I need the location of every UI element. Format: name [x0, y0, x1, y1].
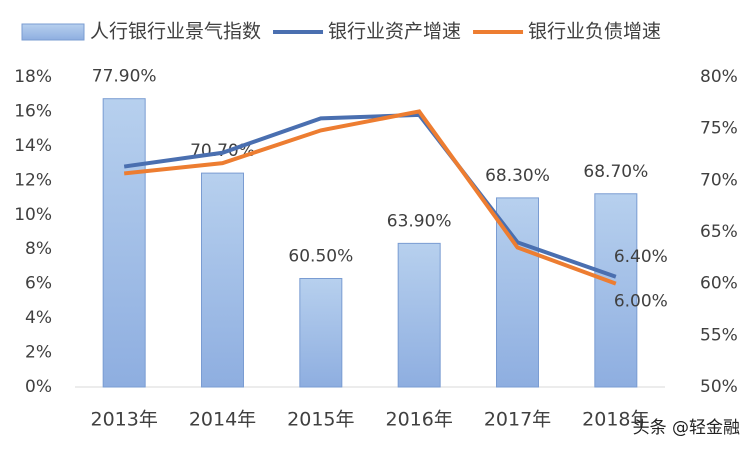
x-tick-label: 2015年: [287, 409, 354, 431]
x-tick-label: 2014年: [189, 409, 256, 431]
y-tick-label: 14%: [14, 136, 52, 156]
legend-label: 银行业负债增速: [528, 21, 661, 43]
data-label: 68.30%: [485, 166, 550, 186]
data-label: 6.00%: [614, 292, 668, 312]
y-tick-label: 12%: [14, 170, 52, 190]
data-label: 77.90%: [92, 67, 157, 87]
x-tick-label: 2017年: [484, 409, 551, 431]
y2-tick-label: 65%: [700, 222, 738, 242]
data-label: 60.50%: [288, 247, 353, 267]
x-tick-label: 2016年: [385, 409, 452, 431]
bar: [201, 172, 244, 388]
y-tick-label: 18%: [14, 67, 52, 87]
y2-tick-label: 80%: [700, 67, 738, 87]
y2-tick-label: 70%: [700, 170, 738, 190]
y-tick-label: 8%: [25, 239, 52, 259]
x-tick-label: 2018年: [582, 409, 649, 431]
legend-swatch: [21, 23, 85, 41]
y-tick-label: 10%: [14, 205, 52, 225]
y2-tick-label: 50%: [700, 377, 738, 397]
y-tick-label: 6%: [25, 274, 52, 294]
y2-tick-label: 55%: [700, 325, 738, 345]
bar: [102, 98, 146, 388]
bar: [594, 193, 638, 388]
y-tick-label: 4%: [25, 308, 52, 328]
y2-tick-label: 75%: [700, 119, 738, 139]
data-label: 6.40%: [614, 247, 668, 267]
legend-label: 人行银行业景气指数: [90, 21, 261, 43]
bar: [397, 242, 441, 388]
line: [123, 112, 617, 279]
y-tick-label: 16%: [14, 101, 52, 121]
line: [123, 109, 617, 286]
y-tick-label: 2%: [25, 343, 52, 363]
data-label: 68.70%: [583, 162, 648, 182]
data-label: 63.90%: [387, 211, 452, 231]
y2-tick-label: 60%: [700, 274, 738, 294]
watermark: 头条 @轻金融: [633, 418, 740, 438]
y-tick-label: 0%: [25, 377, 52, 397]
bar: [299, 278, 343, 388]
legend-label: 银行业资产增速: [328, 21, 461, 43]
x-tick-label: 2013年: [90, 409, 157, 431]
